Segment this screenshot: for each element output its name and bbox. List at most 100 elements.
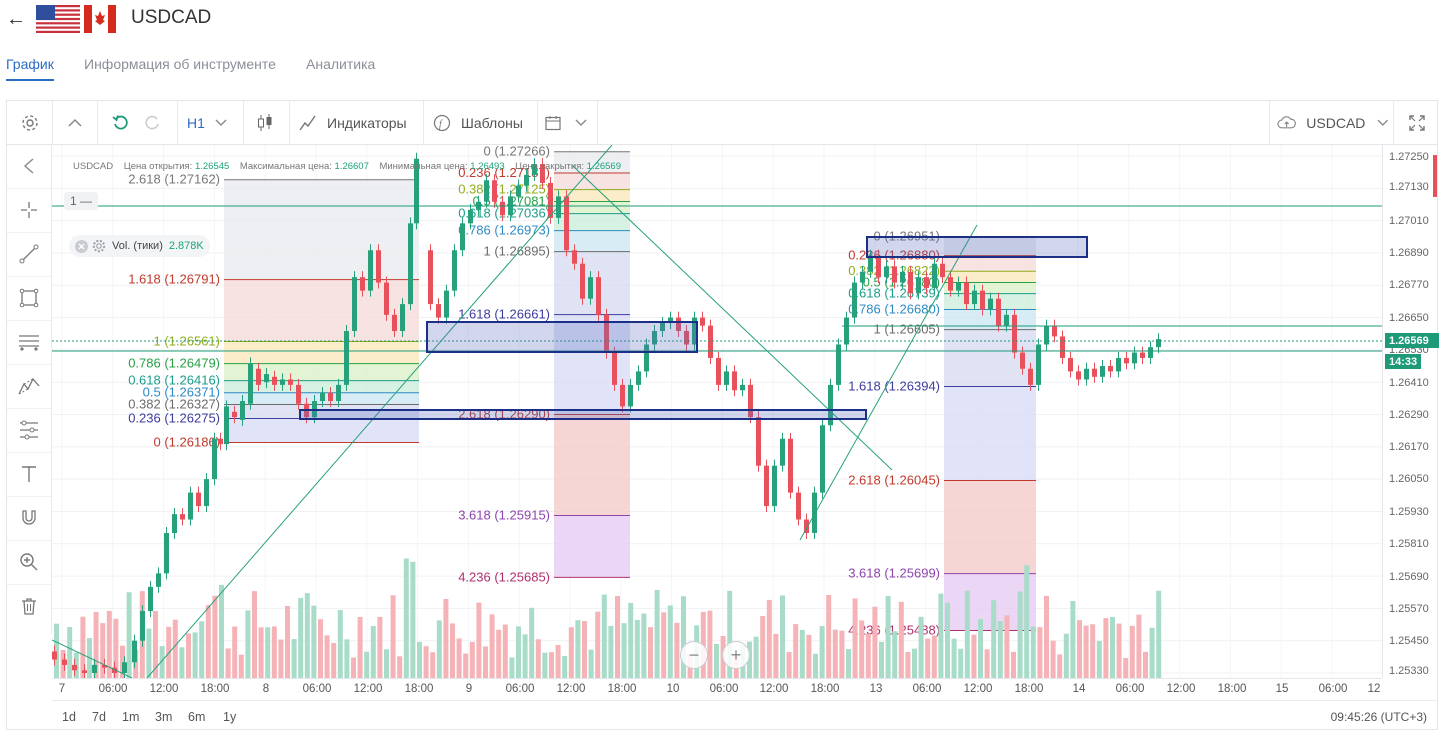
trend-line-icon[interactable] xyxy=(7,232,51,277)
time-label: 14 xyxy=(1072,683,1086,695)
range-1y-button[interactable]: 1y xyxy=(223,710,237,724)
price-chart-plot[interactable]: 2.618 (1.27162) 1.618 (1.26791) 1 (1.26561… xyxy=(52,145,1382,678)
volume-label: Vol. (тики) xyxy=(112,240,163,252)
chevron-up-icon[interactable] xyxy=(53,101,97,144)
fib-level-label: 4.236 (1.25685) xyxy=(458,569,550,584)
fib-level-label: 3.618 (1.25699) xyxy=(848,566,940,581)
clock: 09:45:26 (UTC+3) xyxy=(1330,710,1427,724)
tab-instrument-info[interactable]: Информация об инструменте xyxy=(84,56,276,72)
usd-cad-flags-icon xyxy=(36,5,116,33)
candlestick-chart[interactable]: 2.618 (1.27162) 1.618 (1.26791) 1 (1.26561… xyxy=(52,145,1382,678)
price-label: 1.27250 xyxy=(1389,151,1429,163)
indicators-label: Индикаторы xyxy=(327,114,407,131)
fib-retracement-a[interactable]: 2.618 (1.27162) 1.618 (1.26791) 1 (1.26561… xyxy=(128,172,419,450)
text-tool-icon[interactable] xyxy=(7,452,51,497)
cloud-upload-icon xyxy=(1277,115,1296,128)
fib-level-label: 1.618 (1.26661) xyxy=(458,307,550,322)
page-header: ← USDCAD xyxy=(0,0,1441,38)
time-label: 06:00 xyxy=(505,683,535,695)
price-label: 1.25810 xyxy=(1389,538,1429,550)
crosshair-icon[interactable] xyxy=(7,188,51,233)
range-6m-button[interactable]: 6m xyxy=(188,710,206,724)
range-1d-button[interactable]: 1d xyxy=(62,710,76,724)
fib-level-label: 0.618 (1.26416) xyxy=(128,373,220,388)
function-icon: f xyxy=(433,114,451,131)
fib-level-label: 1 (1.26605) xyxy=(874,322,941,337)
gear-icon[interactable] xyxy=(92,239,106,253)
rectangle-icon[interactable] xyxy=(7,276,51,321)
time-axis[interactable]: 7 06:00 12:00 18:00 8 06:00 12:00 18:00 … xyxy=(52,678,1382,701)
time-label: 12:00 xyxy=(963,683,993,695)
minus-icon: − xyxy=(688,644,700,665)
price-label: 1.27130 xyxy=(1389,181,1429,193)
zoom-out-button[interactable]: − xyxy=(680,641,708,669)
time-label: 13 xyxy=(869,683,883,695)
fib-retracement-b[interactable]: 0 (1.27266)0.236 (1.27187)0.382 (1.27125… xyxy=(458,145,630,584)
range-3m-button[interactable]: 3m xyxy=(155,710,173,724)
time-label: 12 xyxy=(1367,683,1381,695)
candles-icon[interactable] xyxy=(251,101,279,144)
current-price-tag: 1.26569 xyxy=(1385,333,1439,348)
grid xyxy=(52,145,1382,678)
info-symbol: USDCAD xyxy=(73,161,114,172)
ohlc-info-bar: USDCAD Цена открытия: 1.26545 Максимальн… xyxy=(73,161,621,172)
scroll-indicator xyxy=(1433,155,1437,197)
price-label: 1.25570 xyxy=(1389,603,1429,615)
fib-level-label: 0 (1.27266) xyxy=(484,145,551,159)
close-label: Цена закрытия: xyxy=(515,161,585,172)
tab-chart[interactable]: График xyxy=(6,56,54,72)
symbol-select[interactable]: USDCAD xyxy=(1277,101,1389,144)
low-value: 1.26493 xyxy=(470,161,505,172)
chevron-down-icon xyxy=(215,119,227,126)
price-axis[interactable]: 1.27250 1.27130 1.27010 1.26890 1.26770 … xyxy=(1382,145,1439,678)
time-label: 12:00 xyxy=(1166,683,1196,695)
templates-button[interactable]: f Шаблоны xyxy=(433,101,533,144)
timeframe-select[interactable]: H1 xyxy=(187,101,235,144)
fib-level-label: 1.618 (1.26791) xyxy=(128,272,220,287)
tab-bar: График Информация об инструменте Аналити… xyxy=(0,46,1441,82)
calendar-icon xyxy=(545,115,561,130)
price-label: 1.26170 xyxy=(1389,441,1429,453)
indicators-button[interactable]: Индикаторы xyxy=(299,101,419,144)
arrow-left-icon[interactable]: ← xyxy=(6,8,26,30)
trash-icon[interactable] xyxy=(7,584,51,628)
patterns-icon[interactable] xyxy=(7,364,51,409)
volume-indicator-chip[interactable]: Vol. (тики) 2.878K xyxy=(69,235,210,257)
timeframe-value: H1 xyxy=(187,114,205,131)
time-label: 12:00 xyxy=(556,683,586,695)
drawing-tools-panel xyxy=(7,144,52,634)
horizontal-lines-icon[interactable] xyxy=(7,320,51,365)
drawn-rectangles[interactable] xyxy=(299,236,1088,420)
low-label: Минимальная цена: xyxy=(379,161,468,172)
time-label: 12:00 xyxy=(353,683,383,695)
volume-value: 2.878K xyxy=(168,240,204,252)
time-label: 18:00 xyxy=(404,683,434,695)
range-1m-button[interactable]: 1m xyxy=(122,710,140,724)
fib-level-label: 0.786 (1.26479) xyxy=(128,356,220,371)
high-value: 1.26607 xyxy=(334,161,369,172)
undo-icon[interactable] xyxy=(109,101,133,144)
tab-analytics[interactable]: Аналитика xyxy=(306,56,376,72)
open-value: 1.26545 xyxy=(194,161,230,172)
redo-icon[interactable] xyxy=(140,101,164,144)
zoom-in-button[interactable]: + xyxy=(722,641,750,669)
magnet-icon[interactable] xyxy=(7,496,51,541)
collapse-left-icon[interactable] xyxy=(7,144,51,189)
level-chip[interactable]: 1 — xyxy=(64,192,99,210)
settings-gear-icon[interactable] xyxy=(7,101,52,144)
calendar-select[interactable] xyxy=(545,101,593,144)
close-icon[interactable] xyxy=(75,239,88,253)
price-label: 1.26650 xyxy=(1389,312,1429,324)
fib-level-label: 3.618 (1.25915) xyxy=(458,507,550,522)
zoom-in-icon[interactable] xyxy=(7,540,51,585)
time-label: 12:00 xyxy=(149,683,179,695)
fib-level-label: 0 (1.26186) xyxy=(154,435,221,450)
fib-level-label: 0.382 (1.26327) xyxy=(128,397,220,412)
range-7d-button[interactable]: 7d xyxy=(92,710,106,724)
fib-level-label: 0.786 (1.26973) xyxy=(458,223,550,238)
fibonacci-tools-icon[interactable] xyxy=(7,408,51,453)
svg-text:f: f xyxy=(439,119,443,130)
time-label: 06:00 xyxy=(98,683,128,695)
fullscreen-icon[interactable] xyxy=(1397,101,1437,144)
plus-icon: + xyxy=(730,644,742,665)
